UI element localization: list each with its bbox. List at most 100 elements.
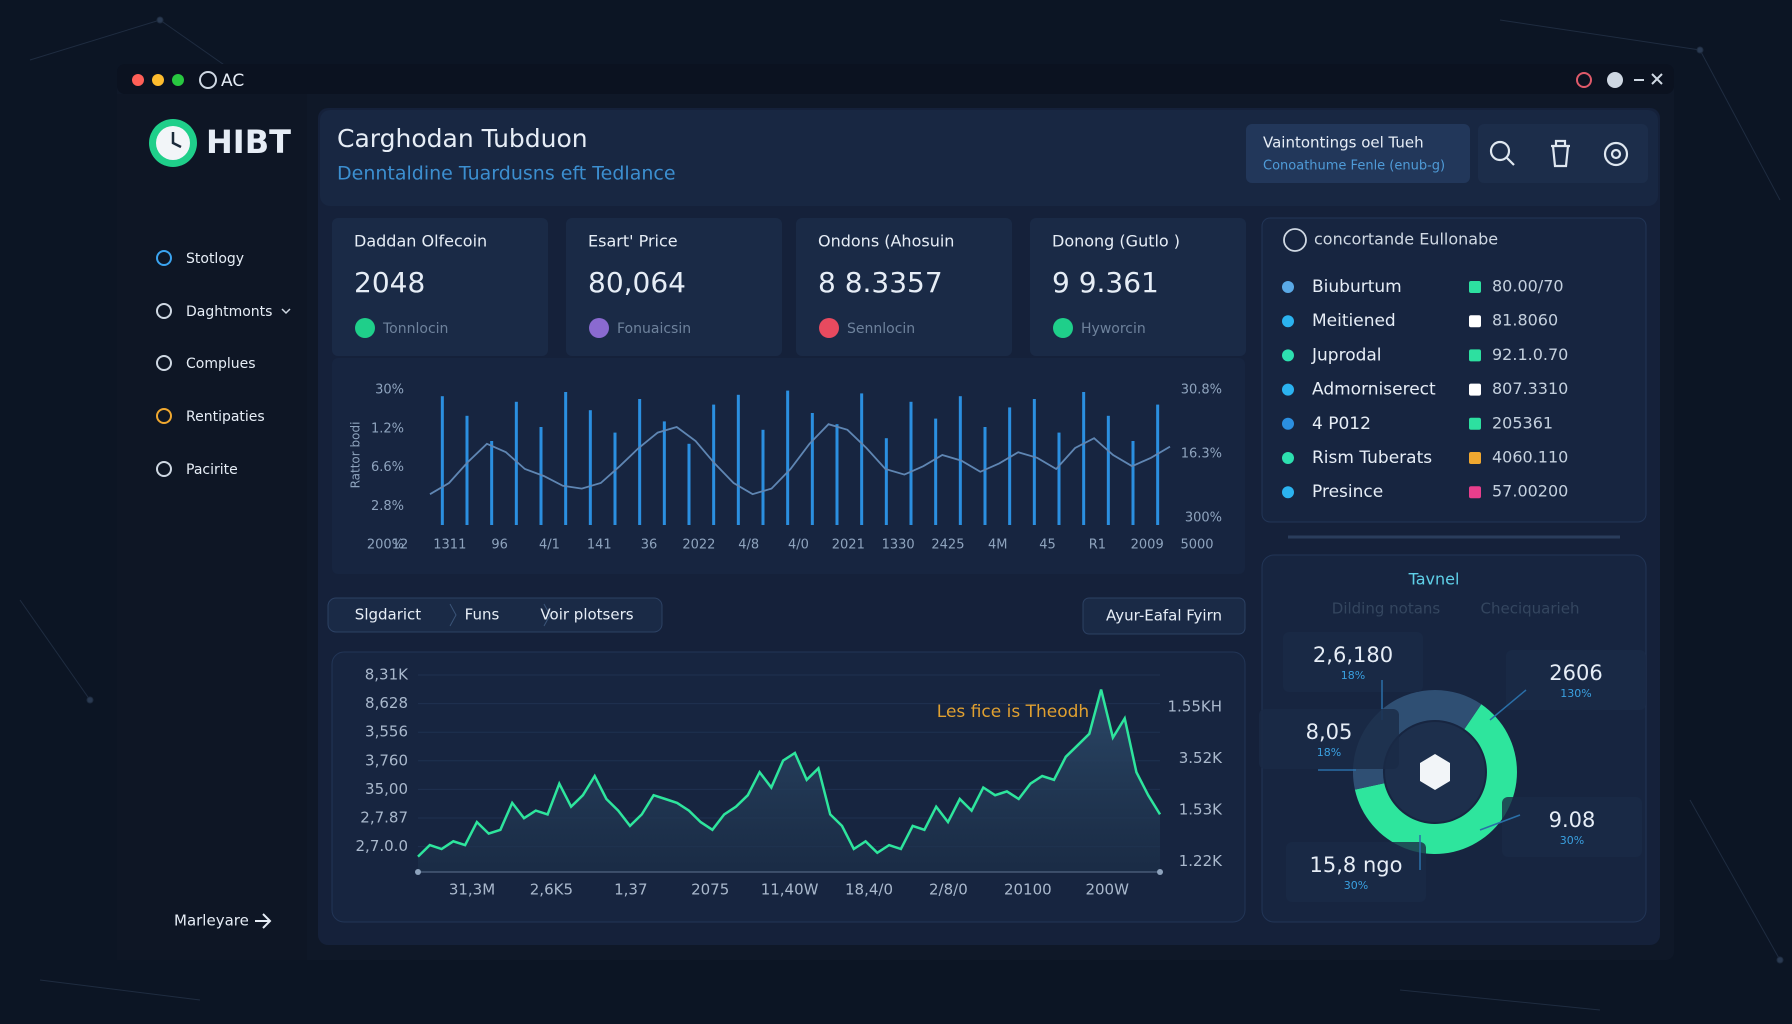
bar xyxy=(638,399,642,525)
bar xyxy=(983,427,987,525)
bar xyxy=(736,394,740,525)
bar xyxy=(810,413,814,525)
x-tick-label: 20100 xyxy=(1004,881,1052,899)
x-tick-label: 4/0 xyxy=(788,538,809,553)
callout-pct: 130% xyxy=(1560,687,1591,700)
page-subtitle: Denntaldine Tuardusns eft Tedlance xyxy=(337,163,676,185)
legend-swatch xyxy=(1469,417,1481,430)
legend-dot xyxy=(1282,486,1294,499)
panel-icon xyxy=(1283,228,1307,252)
legend-value: 807.3310 xyxy=(1492,379,1568,398)
donut-tab[interactable]: Checiquarieh xyxy=(1481,600,1580,618)
sidebar-footer-link[interactable]: Marleyare xyxy=(174,912,249,930)
tab[interactable]: Voir plotsers xyxy=(540,606,633,624)
tab[interactable]: Funs xyxy=(465,606,500,624)
legend-dot xyxy=(1282,452,1294,464)
stat-value: 8 8.3357 xyxy=(818,266,943,299)
action-button[interactable] xyxy=(1082,597,1246,635)
donut-chart: Dilding notans Checiquarieh 2,6,180 18% 2606… xyxy=(1259,600,1646,902)
bar xyxy=(465,415,469,525)
stat-icon xyxy=(589,318,609,338)
bar xyxy=(786,390,790,525)
nav-label: Stotlogy xyxy=(186,251,244,267)
bar xyxy=(564,392,568,525)
bar xyxy=(440,396,444,525)
bar xyxy=(662,421,666,525)
tray-icon[interactable] xyxy=(1576,72,1592,88)
x-tick-label: 4/8 xyxy=(738,538,759,553)
bar xyxy=(761,429,765,525)
legend-value: 57.00200 xyxy=(1492,482,1568,501)
x-tick-label: 2425 xyxy=(931,538,964,553)
legend-dot xyxy=(1282,383,1294,396)
axis-end xyxy=(1157,869,1163,875)
x-tick-label: 45 xyxy=(1039,538,1056,553)
search-box-title: Vaintontings oel Tueh xyxy=(1263,134,1424,152)
x-tick-label: 5000 xyxy=(1180,538,1213,553)
sidebar xyxy=(117,94,307,960)
title-bar xyxy=(117,64,1674,94)
brand-logo-hands xyxy=(171,132,182,149)
legend-value: 92.1.0.70 xyxy=(1492,345,1568,364)
bar xyxy=(514,401,518,525)
legend-swatch xyxy=(1469,452,1481,464)
area-line xyxy=(417,689,1162,858)
callout-line xyxy=(1479,814,1521,831)
legend-dot xyxy=(1282,281,1294,293)
x-tick-label: 4/1 xyxy=(539,538,560,553)
bar xyxy=(687,443,691,525)
settings-button[interactable] xyxy=(1603,141,1629,167)
bar xyxy=(1057,432,1061,525)
bar xyxy=(1032,399,1036,525)
tabs: Slgdarict Funs Voir plotsers xyxy=(355,603,634,627)
maximize-dot[interactable] xyxy=(172,74,184,86)
y-tick-label: 6.6% xyxy=(371,460,404,475)
legend-value: 81.8060 xyxy=(1492,311,1558,330)
stat-label: Ondons (Ahosuin xyxy=(818,232,954,251)
close-button[interactable] xyxy=(1651,73,1663,85)
delete-button[interactable] xyxy=(1551,139,1570,168)
tab[interactable]: Slgdarict xyxy=(355,606,422,624)
legend-value: 80.00/70 xyxy=(1492,277,1564,296)
y2-tick-label: 1.55KH xyxy=(1167,698,1222,716)
stat-sub: Hyworcin xyxy=(1081,321,1146,337)
stat-card xyxy=(332,218,548,356)
legend-name: Meitiened xyxy=(1312,311,1396,331)
tray-icon[interactable] xyxy=(1607,72,1623,88)
search-box[interactable] xyxy=(1246,124,1470,183)
close-dot[interactable] xyxy=(132,74,144,86)
donut-segment xyxy=(1354,704,1517,854)
search-button[interactable] xyxy=(1489,140,1515,166)
bar xyxy=(934,418,938,525)
minimize-dot[interactable] xyxy=(152,74,164,86)
legend-value: 4060.110 xyxy=(1492,448,1568,467)
window-icon xyxy=(199,71,217,89)
x-tick-label: 2/8/0 xyxy=(929,881,968,899)
y-tick-label: 35,00 xyxy=(365,780,408,798)
shield-icon xyxy=(1420,754,1450,790)
donut-panel-title: Tavnel xyxy=(1408,570,1460,589)
x-tick-label: 1,37 xyxy=(614,881,647,899)
tab-bar xyxy=(327,597,663,633)
x-tick-label: 4M xyxy=(988,538,1008,553)
x-tick-label: 141 xyxy=(587,538,612,553)
legend-dot xyxy=(1282,417,1294,430)
bar xyxy=(835,424,839,525)
callout-box xyxy=(1259,709,1399,769)
callout-box xyxy=(1286,842,1426,902)
x-tick-label: 2009 xyxy=(1131,538,1164,553)
stat-sub: Fonuaicsin xyxy=(617,321,691,337)
callout-value: 9.08 xyxy=(1549,808,1596,832)
donut-tab[interactable]: Dilding notans xyxy=(1332,600,1441,618)
legend-dot xyxy=(1282,315,1294,328)
stat-icon xyxy=(1053,318,1073,338)
y-tick-label: 2,7.0.0 xyxy=(356,837,408,855)
x-tick-label: 2075 xyxy=(691,881,729,899)
x-tick-label: 2022 xyxy=(682,538,715,553)
x-tick-label: 18,4/0 xyxy=(845,881,893,899)
legend-swatch xyxy=(1469,315,1481,328)
stat-card xyxy=(796,218,1012,356)
bar xyxy=(1131,441,1135,525)
bar xyxy=(1082,392,1086,525)
